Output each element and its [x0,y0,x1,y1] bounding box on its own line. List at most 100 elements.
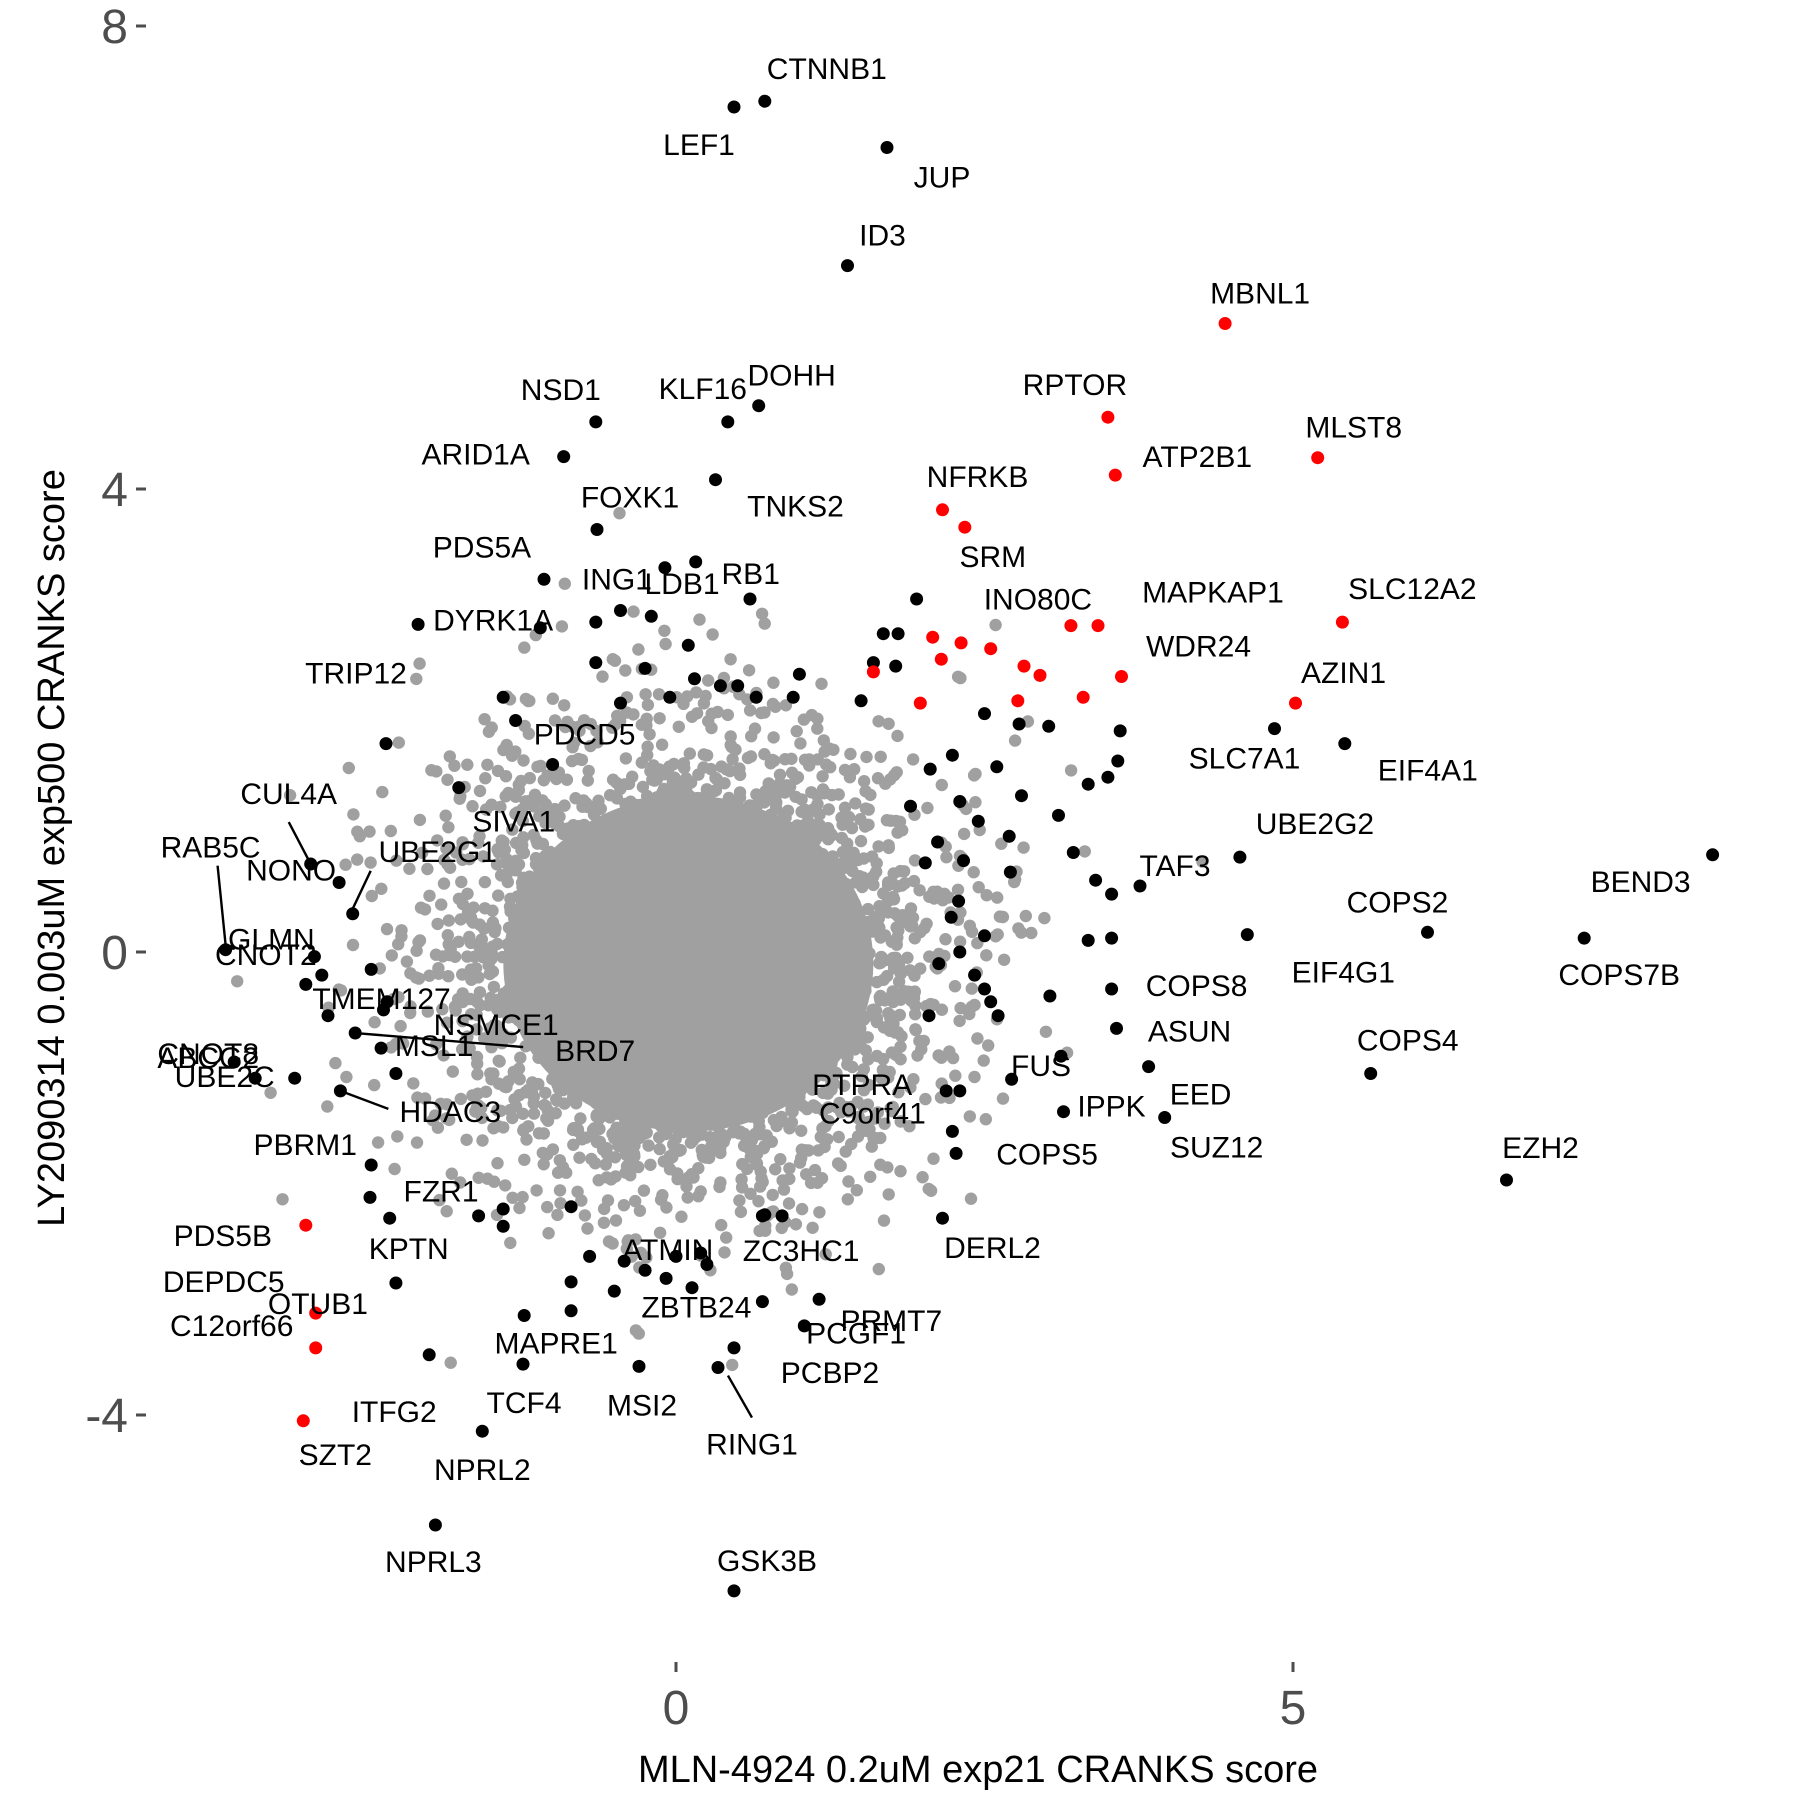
background-point [767,676,780,689]
background-point [748,927,761,940]
hit-point [971,814,985,828]
background-point [715,822,729,836]
background-point [442,821,455,834]
background-point [477,922,491,935]
point-ptpra [939,1084,953,1098]
background-point [825,788,839,802]
background-point [850,1184,863,1197]
background-point [826,931,839,944]
background-point [567,1090,580,1104]
background-point [600,957,614,971]
background-point [527,1090,540,1104]
background-point [483,967,496,981]
background-point [646,910,659,923]
background-point [506,823,519,836]
background-point [603,1111,617,1124]
hit-point [1012,717,1026,731]
label-ptpra: PTPRA [812,1069,912,1102]
background-point [451,993,465,1006]
x-axis-title: MLN-4924 0.2uM exp21 CRANKS score [638,1749,1318,1791]
background-point [364,856,377,869]
background-point [811,712,824,725]
background-point [659,637,672,651]
background-point [413,657,426,670]
background-point [610,832,623,845]
background-point [792,907,805,921]
background-point [753,1023,766,1037]
label-srm: SRM [959,541,1026,574]
background-point [636,780,650,794]
background-point [857,852,870,865]
background-point [686,956,700,969]
background-point [742,664,756,677]
background-point [573,1018,586,1031]
background-point [517,754,530,767]
background-point [650,894,663,907]
hit-point [688,672,701,686]
hit-point [968,968,982,982]
background-point [561,1056,574,1070]
background-point [780,1082,793,1096]
point-nsd1 [589,415,603,429]
background-point [599,1158,612,1171]
background-point [733,768,747,782]
background-point [711,705,724,719]
background-point [808,1049,822,1063]
background-point [514,1051,527,1064]
label-ube2g1: UBE2G1 [379,836,497,869]
label-tnks2: TNKS2 [747,491,844,524]
background-point [758,706,771,719]
background-point [882,839,895,852]
background-point [618,778,631,791]
background-point [531,887,545,901]
background-point [485,721,498,734]
background-point [464,911,478,924]
point-jup [880,141,894,154]
background-point [935,778,948,792]
background-point [768,897,781,911]
background-point [517,919,530,933]
background-point [365,889,378,903]
background-point [989,930,1002,943]
label-cnot2: CNOT2 [215,939,317,972]
point-pdcd5 [546,758,560,771]
background-point [638,847,652,860]
background-point [793,1086,806,1099]
label-depdc5: DEPDC5 [163,1266,285,1299]
background-point [663,813,676,826]
label-cops7b: COPS7B [1558,959,1680,992]
point-atmin [758,1208,772,1222]
hit-point [321,1009,335,1023]
background-point [658,624,671,637]
background-point [441,773,454,786]
background-point [671,982,684,995]
background-point [704,881,717,895]
background-point [729,743,742,756]
background-point [629,886,643,900]
label-abcg2: ABCG2 [157,1042,259,1075]
background-point [493,1055,506,1068]
background-point [684,932,697,945]
label-ring1: RING1 [706,1429,798,1462]
background-point [556,1017,570,1031]
background-point [804,1176,818,1190]
label-fus: FUS [1011,1050,1071,1083]
background-point [509,836,523,850]
background-point [714,810,728,823]
hit-point [1017,659,1031,673]
background-point [363,825,376,838]
background-point [841,1058,854,1071]
background-point [440,1098,453,1111]
point-rptor [1101,410,1115,424]
background-point [620,1148,633,1162]
background-point [1039,1025,1053,1039]
background-point [589,964,602,977]
background-point [715,760,728,773]
background-point [849,797,862,810]
point-mlst8 [1311,451,1325,465]
background-point [656,1189,669,1202]
background-point [347,808,360,821]
background-point [839,1145,852,1158]
label-atp2b1: ATP2B1 [1143,441,1253,474]
